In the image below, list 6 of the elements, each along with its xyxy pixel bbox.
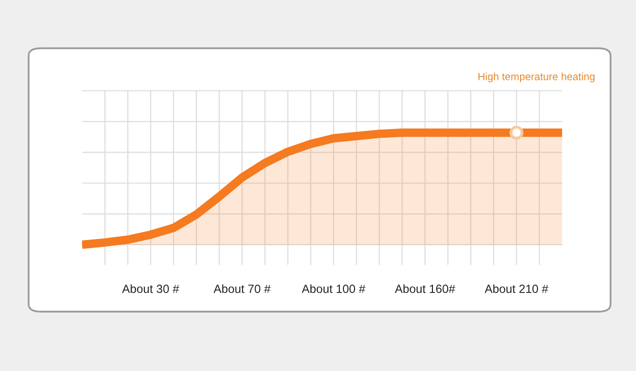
- text: High temperature heating: [478, 72, 594, 82]
- x-tick-label: About 160#: [394, 284, 456, 294]
- x-tick-label: About 30 #: [122, 284, 180, 294]
- x-tick-label: About 210 #: [484, 284, 548, 294]
- x-tick-label: About 100 #: [302, 284, 366, 294]
- x-tick-label: About 70 #: [214, 284, 271, 294]
